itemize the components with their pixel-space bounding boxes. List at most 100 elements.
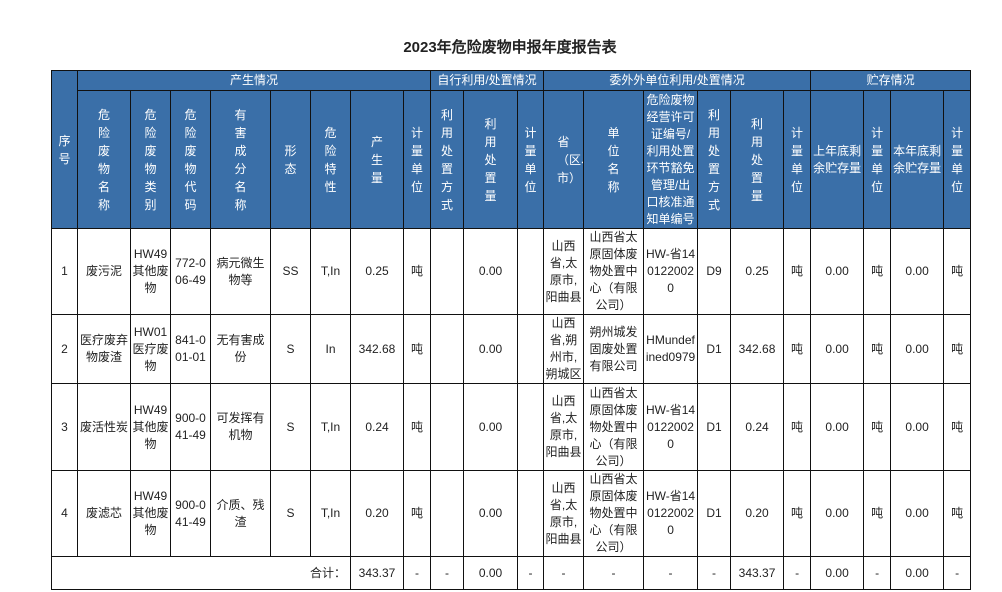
table-cell: 吨 xyxy=(863,383,892,471)
column-header: 计量单位 xyxy=(863,90,892,229)
table-cell xyxy=(517,470,545,557)
table-cell: 0.00 xyxy=(463,383,519,471)
table-cell: S xyxy=(270,314,311,384)
table-cell: T,In xyxy=(310,383,351,471)
table-cell: 山西省,太原市,阳曲县 xyxy=(543,228,585,315)
header-group-outsourced: 委外外单位利用/处置情况 xyxy=(543,70,812,91)
table-cell: 吨 xyxy=(783,470,812,557)
total-cell: 0.00 xyxy=(810,556,865,590)
table-cell: 900-041-49 xyxy=(170,383,211,471)
column-header: 单位名称 xyxy=(583,90,645,229)
total-cell: - xyxy=(943,556,972,590)
table-cell: 无有害成份 xyxy=(210,314,271,384)
table-cell: 山西省,太原市,阳曲县 xyxy=(543,470,585,557)
table-row: 2 医疗废弃物废渣 HW01医疗废物 841-001-01 无有害成份 S In 342.68… xyxy=(51,314,972,384)
table-cell: 吨 xyxy=(783,314,812,384)
table-cell xyxy=(430,228,465,315)
table-cell: HW49其他废物 xyxy=(130,383,171,471)
table-cell: 0.00 xyxy=(890,383,945,471)
total-cell: 343.37 xyxy=(350,556,404,590)
header-seq: 序号 xyxy=(51,70,78,229)
table-cell: 841-001-01 xyxy=(170,314,211,384)
table-cell xyxy=(430,383,465,471)
table-cell: T,In xyxy=(310,470,351,557)
table-cell: HW49其他废物 xyxy=(130,228,171,315)
table-cell: 病元微生物等 xyxy=(210,228,271,315)
table-cell: HW01医疗废物 xyxy=(130,314,171,384)
column-header: 上年底剩余贮存量 xyxy=(810,90,865,229)
column-header: 利用处置量 xyxy=(463,90,519,229)
table-cell: 吨 xyxy=(402,383,432,471)
column-header: 产生量 xyxy=(350,90,404,229)
table-cell: 0.00 xyxy=(810,470,865,557)
table-cell: HMundefined0979 xyxy=(643,314,699,384)
table-cell: 0.00 xyxy=(463,470,519,557)
table-cell: S xyxy=(270,383,311,471)
table-cell xyxy=(517,314,545,384)
table-cell: 吨 xyxy=(943,470,972,557)
table-row: 1 废污泥 HW49其他废物 772-006-49 病元微生物等 SS T,In 0.25 吨 0… xyxy=(51,228,972,315)
total-cell: - xyxy=(697,556,732,590)
table-cell: 342.68 xyxy=(730,314,785,384)
table-cell: 0.20 xyxy=(350,470,404,557)
column-header: 有害成分名称 xyxy=(210,90,271,229)
table-cell: 吨 xyxy=(863,314,892,384)
table-cell: 0.00 xyxy=(890,470,945,557)
table-cell: 吨 xyxy=(863,470,892,557)
table-row: 3 废活性炭 HW49其他废物 900-041-49 可发挥有机物 S T,In 0.24 吨 0… xyxy=(51,383,972,471)
total-cell: - xyxy=(863,556,892,590)
column-header: 本年底剩余贮存量 xyxy=(890,90,945,229)
table-cell: D1 xyxy=(697,314,732,384)
table-cell: 0.24 xyxy=(730,383,785,471)
table-row: 4 废滤芯 HW49其他废物 900-041-49 介质、残渣 S T,In 0.20 吨 0.0… xyxy=(51,470,972,557)
total-cell: - xyxy=(517,556,545,590)
column-header: 危险废物名称 xyxy=(77,90,131,229)
column-header: 危险废物经营许可证编号/利用处置环节豁免管理/出口核准通知单编号 xyxy=(643,90,699,229)
total-label: 合计： xyxy=(51,556,351,590)
total-cell: - xyxy=(543,556,585,590)
table-cell: 0.00 xyxy=(810,228,865,315)
table-cell: 0.20 xyxy=(730,470,785,557)
total-cell: - xyxy=(583,556,645,590)
table-cell: 0.00 xyxy=(890,228,945,315)
table-cell: 0.00 xyxy=(463,228,519,315)
total-cell: - xyxy=(783,556,812,590)
table-cell: S xyxy=(270,470,311,557)
table-cell: D1 xyxy=(697,470,732,557)
column-header: 危险废物类别 xyxy=(130,90,171,229)
table-cell: 吨 xyxy=(943,383,972,471)
table-cell: 0.00 xyxy=(810,383,865,471)
column-header: 省（区、市） xyxy=(543,90,585,229)
table-cell: 0.25 xyxy=(730,228,785,315)
column-header: 危险特性 xyxy=(310,90,351,229)
total-cell: - xyxy=(430,556,465,590)
total-cell: 343.37 xyxy=(730,556,785,590)
table-cell: 废活性炭 xyxy=(77,383,131,471)
table-cell: 4 xyxy=(51,470,78,557)
column-header: 计量单位 xyxy=(402,90,432,229)
total-cell: - xyxy=(402,556,432,590)
table-cell: 772-006-49 xyxy=(170,228,211,315)
table-cell: 介质、残渣 xyxy=(210,470,271,557)
table-cell: 0.00 xyxy=(810,314,865,384)
column-header: 利用处置方式 xyxy=(430,90,465,229)
table-cell: HW-省1401220020 xyxy=(643,228,699,315)
table-cell: HW-省1401220020 xyxy=(643,470,699,557)
table-cell: 0.25 xyxy=(350,228,404,315)
page-title: 2023年危险废物申报年度报告表 xyxy=(403,39,617,56)
table-cell: 山西省太原固体废物处置中心（有限公司） xyxy=(583,228,645,315)
header-group-generation: 产生情况 xyxy=(76,70,432,91)
table-cell: 0.00 xyxy=(890,314,945,384)
total-cell: 0.00 xyxy=(890,556,945,590)
column-header: 计量单位 xyxy=(517,90,545,229)
table-cell: T,In xyxy=(310,228,351,315)
table-cell xyxy=(430,470,465,557)
table-cell: 900-041-49 xyxy=(170,470,211,557)
table-cell: 吨 xyxy=(943,228,972,315)
header-group-self-disposal: 自行利用/处置情况 xyxy=(430,70,545,91)
table-cell: D9 xyxy=(697,228,732,315)
column-header: 危险废物代码 xyxy=(170,90,211,229)
table-cell: 朔州城发固废处置有限公司 xyxy=(583,314,645,384)
column-header: 计量单位 xyxy=(783,90,812,229)
header-group-storage: 贮存情况 xyxy=(810,70,972,91)
